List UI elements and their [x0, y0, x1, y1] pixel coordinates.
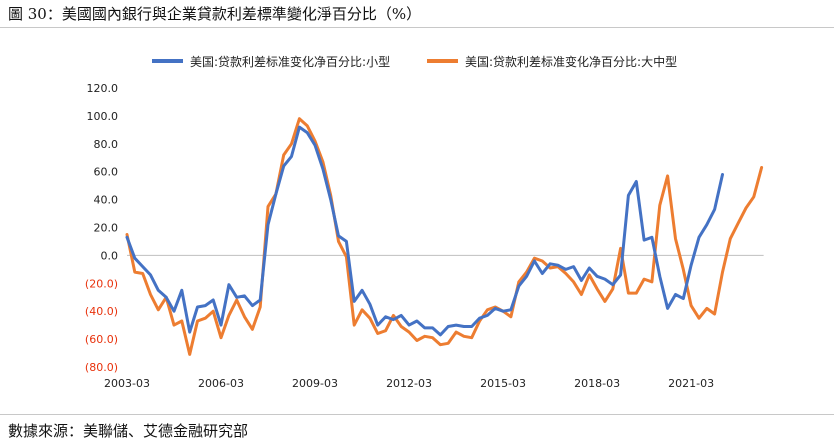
y-tick-label: 80.0 — [94, 138, 119, 151]
y-tick-label: 20.0 — [94, 222, 119, 235]
bottom-divider — [0, 414, 834, 415]
x-tick-label: 2021-03 — [668, 377, 714, 390]
y-tick-label: 40.0 — [94, 194, 119, 207]
x-tick-label: 2006-03 — [198, 377, 244, 390]
figure-title: 圖 30：美國國內銀行與企業貸款利差標準變化淨百分比（%） — [8, 5, 422, 23]
x-tick-label: 2003-03 — [104, 377, 150, 390]
y-tick-label: 120.0 — [87, 82, 119, 95]
y-tick-label: (60.0) — [85, 333, 118, 346]
series-line-small — [125, 125, 724, 337]
y-tick-label: (80.0) — [85, 361, 118, 374]
series-line-large — [125, 117, 764, 356]
x-tick-label: 2012-03 — [386, 377, 432, 390]
y-tick-label: 0.0 — [101, 249, 119, 262]
y-tick-label: (40.0) — [85, 305, 118, 318]
line-chart: 美国:贷款利差标准变化净百分比:小型 美国:贷款利差标准变化净百分比:大中型 1… — [85, 54, 764, 390]
legend-label-small: 美国:贷款利差标准变化净百分比:小型 — [190, 54, 390, 69]
y-axis-ticks: 120.0 100.0 80.0 60.0 40.0 20.0 0.0 (20.0) (40.0… — [85, 82, 118, 374]
x-tick-label: 2015-03 — [480, 377, 526, 390]
legend-label-large: 美国:贷款利差标准变化净百分比:大中型 — [465, 54, 677, 69]
x-axis-ticks: 2003-03 2006-03 2009-03 2012-03 2015-03 2018-… — [104, 377, 714, 390]
y-tick-label: (20.0) — [85, 277, 118, 290]
series-lines — [125, 117, 764, 356]
y-tick-label: 100.0 — [87, 110, 119, 123]
top-divider — [0, 27, 834, 28]
x-tick-label: 2018-03 — [574, 377, 620, 390]
x-tick-label: 2009-03 — [292, 377, 338, 390]
y-tick-label: 60.0 — [94, 166, 119, 179]
source-note: 數據來源：美聯儲、艾德金融研究部 — [8, 422, 249, 440]
legend: 美国:贷款利差标准变化净百分比:小型 美国:贷款利差标准变化净百分比:大中型 — [152, 54, 677, 69]
